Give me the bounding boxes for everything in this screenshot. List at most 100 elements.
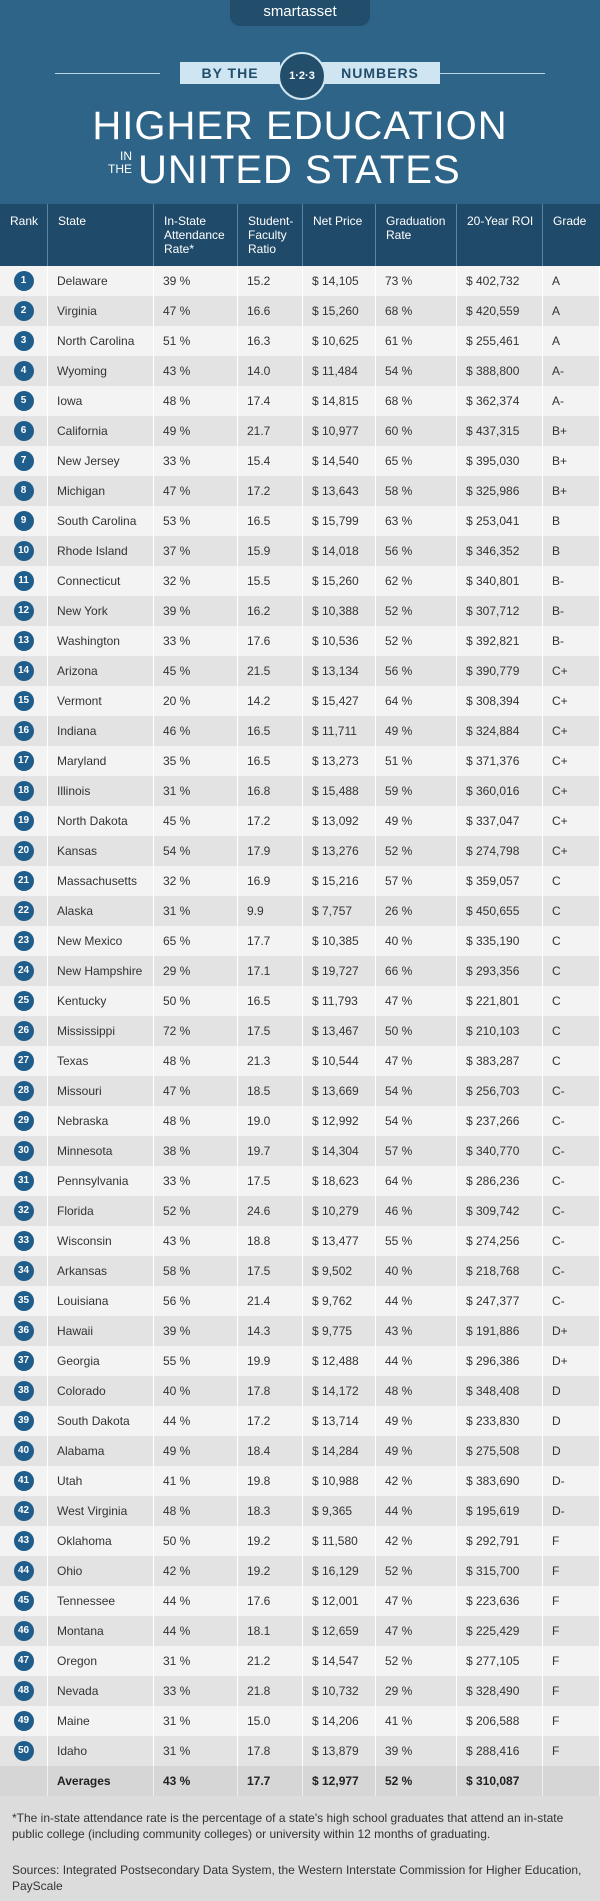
grade: C-	[543, 1286, 600, 1316]
net-price: $ 10,625	[303, 326, 376, 356]
net-price: $ 13,714	[303, 1406, 376, 1436]
grade: B-	[543, 626, 600, 656]
roi: $ 221,801	[457, 986, 543, 1016]
graduation-rate: 52 %	[376, 596, 457, 626]
attendance-rate: 48 %	[154, 1106, 238, 1136]
rank-cell: 1	[0, 266, 48, 296]
state: New Mexico	[48, 926, 154, 956]
grade: C-	[543, 1256, 600, 1286]
net-price: $ 13,092	[303, 806, 376, 836]
rank-badge: 12	[13, 601, 34, 621]
rank-badge: 17	[13, 751, 34, 771]
state: West Virginia	[48, 1496, 154, 1526]
rank-badge: 29	[13, 1111, 34, 1131]
roi: $ 218,768	[457, 1256, 543, 1286]
rank-badge: 40	[13, 1441, 34, 1461]
graduation-rate: 62 %	[376, 566, 457, 596]
rank-badge: 11	[13, 571, 34, 591]
grade: C+	[543, 776, 600, 806]
average-attendance-rate: 43 %	[154, 1766, 238, 1796]
net-price: $ 9,502	[303, 1256, 376, 1286]
net-price: $ 9,762	[303, 1286, 376, 1316]
column-title: In-State Attendance Rate*	[154, 204, 238, 266]
rank-badge: 5	[13, 391, 34, 411]
rank-badge: 20	[13, 841, 34, 861]
graduation-rate: 46 %	[376, 1196, 457, 1226]
attendance-rate: 35 %	[154, 746, 238, 776]
graduation-rate: 26 %	[376, 896, 457, 926]
graduation-rate: 49 %	[376, 1436, 457, 1466]
attendance-rate: 47 %	[154, 1076, 238, 1106]
rank-cell: 17	[0, 746, 48, 776]
attendance-rate: 33 %	[154, 1676, 238, 1706]
table-row: 40 Alabama 49 % 18.4 $ 14,284 49 % $ 275,508 D	[0, 1436, 600, 1466]
student-faculty-ratio: 17.7	[238, 926, 303, 956]
rank-cell: 49	[0, 1706, 48, 1736]
column-header: Rank State In-State Attendance Rate* Studen…	[0, 204, 600, 266]
roi: $ 420,559	[457, 296, 543, 326]
rank-cell: 5	[0, 386, 48, 416]
state: Tennessee	[48, 1586, 154, 1616]
graduation-rate: 42 %	[376, 1526, 457, 1556]
roi: $ 390,779	[457, 656, 543, 686]
rank-cell: 20	[0, 836, 48, 866]
rank-badge: 21	[13, 871, 34, 891]
table-row: 34 Arkansas 58 % 17.5 $ 9,502 40 % $ 218,768 C-	[0, 1256, 600, 1286]
rank-cell: 35	[0, 1286, 48, 1316]
grade: F	[543, 1736, 600, 1766]
net-price: $ 14,547	[303, 1646, 376, 1676]
column-title: Student-Faculty Ratio	[238, 204, 303, 266]
roi: $ 359,057	[457, 866, 543, 896]
rank-cell: 15	[0, 686, 48, 716]
attendance-rate: 37 %	[154, 536, 238, 566]
grade: D+	[543, 1316, 600, 1346]
table-row: 4 Wyoming 43 % 14.0 $ 11,484 54 % $ 388,800 A-	[0, 356, 600, 386]
rank-cell: 14	[0, 656, 48, 686]
state: Idaho	[48, 1736, 154, 1766]
rank-cell: 11	[0, 566, 48, 596]
net-price: $ 19,727	[303, 956, 376, 986]
table-row: 39 South Dakota 44 % 17.2 $ 13,714 49 % $ 233,…	[0, 1406, 600, 1436]
student-faculty-ratio: 19.7	[238, 1136, 303, 1166]
roi: $ 340,770	[457, 1136, 543, 1166]
roi: $ 324,884	[457, 716, 543, 746]
rank-badge: 31	[13, 1171, 34, 1191]
net-price: $ 13,477	[303, 1226, 376, 1256]
net-price: $ 10,544	[303, 1046, 376, 1076]
state: Alaska	[48, 896, 154, 926]
table-row: 45 Tennessee 44 % 17.6 $ 12,001 47 % $ 223,636…	[0, 1586, 600, 1616]
roi: $ 253,041	[457, 506, 543, 536]
graduation-rate: 65 %	[376, 446, 457, 476]
state: Nevada	[48, 1676, 154, 1706]
table-row: 20 Kansas 54 % 17.9 $ 13,276 52 % $ 274,798 C+	[0, 836, 600, 866]
state: New Jersey	[48, 446, 154, 476]
net-price: $ 14,105	[303, 266, 376, 296]
student-faculty-ratio: 16.5	[238, 986, 303, 1016]
net-price: $ 12,001	[303, 1586, 376, 1616]
grade: B	[543, 536, 600, 566]
student-faculty-ratio: 15.9	[238, 536, 303, 566]
rank-badge: 39	[13, 1411, 34, 1431]
rank-badge: 34	[13, 1261, 34, 1281]
net-price: $ 7,757	[303, 896, 376, 926]
state: Delaware	[48, 266, 154, 296]
rank-badge: 23	[13, 931, 34, 951]
student-faculty-ratio: 17.4	[238, 386, 303, 416]
state: Pennsylvania	[48, 1166, 154, 1196]
rank-badge: 7	[13, 451, 34, 471]
grade: D-	[543, 1466, 600, 1496]
rank-cell: 41	[0, 1466, 48, 1496]
rank-cell: 28	[0, 1076, 48, 1106]
roi: $ 340,801	[457, 566, 543, 596]
student-faculty-ratio: 16.6	[238, 296, 303, 326]
grade: C	[543, 866, 600, 896]
table-row: 24 New Hampshire 29 % 17.1 $ 19,727 66 % $ 293…	[0, 956, 600, 986]
rank-cell: 12	[0, 596, 48, 626]
student-faculty-ratio: 16.5	[238, 716, 303, 746]
rank-badge: 2	[13, 301, 34, 321]
attendance-rate: 42 %	[154, 1556, 238, 1586]
grade: C+	[543, 746, 600, 776]
rank-badge: 27	[13, 1051, 34, 1071]
grade: B+	[543, 446, 600, 476]
attendance-rate: 31 %	[154, 1736, 238, 1766]
